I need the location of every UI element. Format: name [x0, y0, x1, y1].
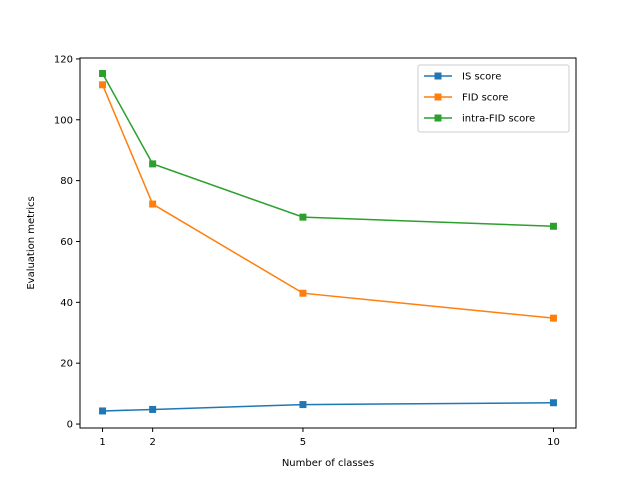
fid-score-point	[549, 314, 557, 322]
y-tick-label: 60	[60, 237, 73, 248]
fid-score-point	[99, 81, 107, 89]
intra-fid-score-point	[299, 213, 307, 221]
legend-marker-is-score	[434, 72, 442, 80]
x-tick-label: 2	[149, 437, 155, 448]
intra-fid-score-point	[99, 70, 107, 78]
y-tick-label: 120	[54, 54, 73, 65]
y-axis-label: Evaluation metrics	[26, 196, 37, 289]
y-tick-label: 40	[60, 298, 73, 309]
is-score-point	[149, 405, 157, 413]
legend-label-fid-score: FID score	[462, 93, 508, 104]
legend: IS score FID score intra-FID score	[417, 64, 570, 133]
x-tick-label: 10	[547, 437, 560, 448]
intra-fid-score-point	[549, 222, 557, 230]
plot-area	[99, 70, 557, 415]
is-score-point	[549, 399, 557, 407]
y-tick-label: 20	[60, 359, 73, 370]
fid-score-point	[149, 200, 157, 208]
y-tick-label: 80	[60, 176, 73, 187]
x-axis: 1 2 5 10	[99, 428, 560, 448]
fid-score-line	[101, 84, 554, 319]
x-tick-label: 1	[99, 437, 105, 448]
axes-frame	[79, 57, 577, 429]
legend-box	[417, 64, 570, 133]
is-score-line	[102, 401, 554, 412]
intra-fid-score-line	[101, 73, 554, 228]
y-tick-label: 0	[67, 420, 73, 431]
legend-marker-intra-fid-score	[434, 114, 442, 122]
fid-score-point	[299, 289, 307, 297]
is-score-point	[99, 407, 107, 415]
legend-label-is-score: IS score	[462, 72, 501, 83]
y-tick-label: 100	[54, 115, 73, 126]
y-axis: 0 20 40 60 80 100 120	[54, 54, 80, 431]
is-score-point	[299, 401, 307, 409]
x-axis-label: Number of classes	[282, 458, 374, 469]
x-tick-label: 5	[300, 437, 306, 448]
legend-label-intra-fid-score: intra-FID score	[462, 114, 535, 125]
legend-marker-fid-score	[434, 93, 442, 101]
intra-fid-score-point	[149, 160, 157, 168]
